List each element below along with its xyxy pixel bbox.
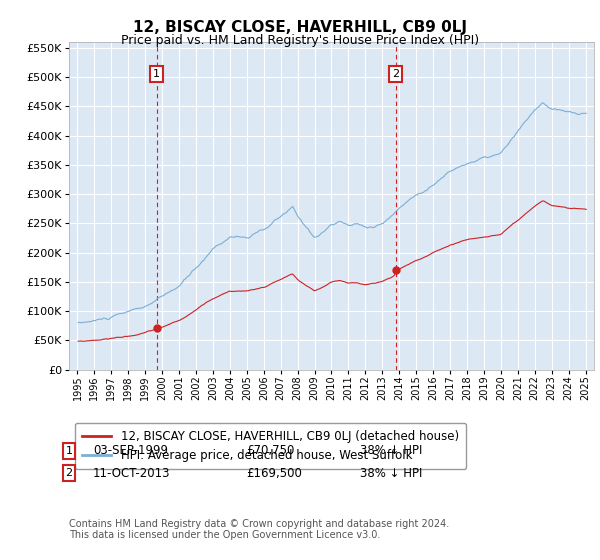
- Text: 1: 1: [65, 446, 73, 456]
- Text: Price paid vs. HM Land Registry's House Price Index (HPI): Price paid vs. HM Land Registry's House …: [121, 34, 479, 46]
- Text: 2: 2: [65, 468, 73, 478]
- Text: 38% ↓ HPI: 38% ↓ HPI: [360, 466, 422, 480]
- Text: 2: 2: [392, 69, 399, 79]
- Text: Contains HM Land Registry data © Crown copyright and database right 2024.
This d: Contains HM Land Registry data © Crown c…: [69, 519, 449, 540]
- Legend: 12, BISCAY CLOSE, HAVERHILL, CB9 0LJ (detached house), HPI: Average price, detac: 12, BISCAY CLOSE, HAVERHILL, CB9 0LJ (de…: [75, 423, 466, 469]
- Text: 12, BISCAY CLOSE, HAVERHILL, CB9 0LJ: 12, BISCAY CLOSE, HAVERHILL, CB9 0LJ: [133, 20, 467, 35]
- Text: 11-OCT-2013: 11-OCT-2013: [93, 466, 170, 480]
- Text: £169,500: £169,500: [246, 466, 302, 480]
- Text: £70,750: £70,750: [246, 444, 295, 458]
- Text: 1: 1: [153, 69, 160, 79]
- Text: 03-SEP-1999: 03-SEP-1999: [93, 444, 168, 458]
- Text: 38% ↓ HPI: 38% ↓ HPI: [360, 444, 422, 458]
